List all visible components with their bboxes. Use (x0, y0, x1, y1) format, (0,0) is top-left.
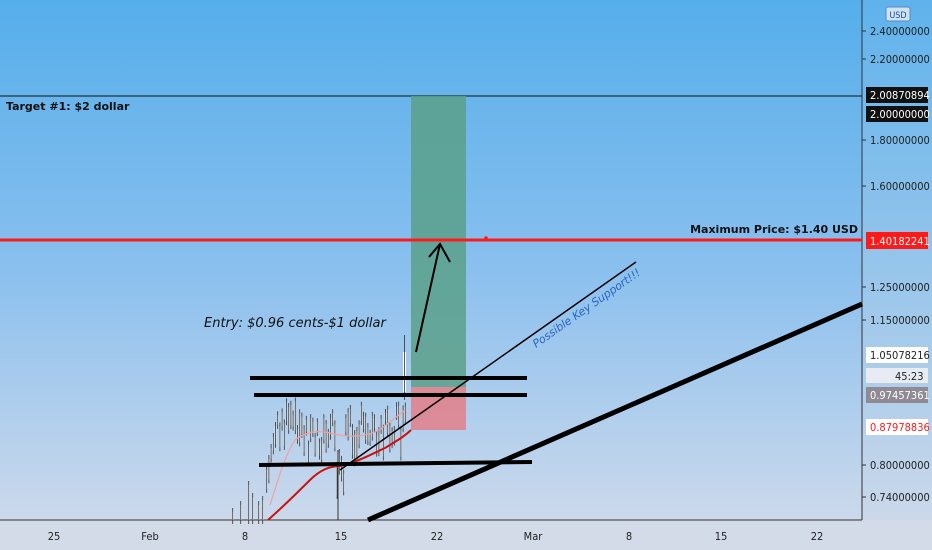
x-tick-label: Mar (524, 530, 544, 543)
y-tick-label: 2.20000000 (870, 53, 930, 66)
price-label-max: 1.40182241 (870, 235, 930, 248)
price-label-entry: 0.97457361 (870, 389, 930, 402)
candles-group (232, 335, 406, 524)
price-label-box (866, 106, 928, 122)
countdown-readout: 45:23 (895, 370, 924, 383)
x-tick-label: Feb (141, 530, 158, 543)
currency-badge-label: USD (889, 11, 906, 21)
max-price-dot (484, 236, 488, 240)
price-label-box (866, 419, 928, 435)
price-label-box (866, 87, 928, 103)
price-axis[interactable] (862, 0, 932, 520)
y-tick-label: 2.40000000 (870, 25, 930, 38)
target-arrow-head (428, 242, 451, 263)
support-line (258, 460, 533, 467)
price-labels: 2.00870894 2.00000000 1.40182241 1.05078… (866, 87, 930, 435)
price-label-box (866, 387, 928, 403)
moving-average-fast-line (269, 409, 406, 506)
y-tick-label: 1.25000000 (870, 281, 930, 294)
x-tick-labels: 25 Feb 8 15 22 Mar 8 15 22 (48, 530, 824, 543)
x-tick-label: 25 (48, 530, 61, 543)
x-tick-label: 8 (626, 530, 632, 543)
target-annotation: Target #1: $2 dollar (6, 100, 130, 113)
x-tick-label: 22 (431, 530, 444, 543)
entry-annotation: Entry: $0.96 cents-$1 dollar (204, 316, 387, 331)
y-tick-labels: 2.40000000 2.20000000 1.80000000 1.60000… (862, 25, 930, 504)
x-tick-label: 15 (715, 530, 728, 543)
price-label-stop: 0.87978836 (870, 421, 930, 434)
x-tick-label: 8 (242, 530, 248, 543)
y-tick-label: 1.60000000 (870, 180, 930, 193)
max-price-annotation: Maximum Price: $1.40 USD (690, 223, 858, 236)
price-label-current: 1.05078216 (870, 349, 930, 362)
key-support-trendline (339, 261, 637, 471)
x-tick-label: 22 (811, 530, 824, 543)
y-tick-label: 0.80000000 (870, 459, 930, 472)
x-tick-label: 15 (335, 530, 348, 543)
time-axis[interactable] (0, 520, 932, 550)
y-tick-label: 1.15000000 (870, 314, 930, 327)
price-label-target: 2.00870894 (870, 89, 930, 102)
price-label-two: 2.00000000 (870, 108, 930, 121)
long-term-trendline (366, 301, 864, 523)
target-arrow-shaft (415, 243, 441, 353)
y-tick-label: 0.74000000 (870, 491, 930, 504)
countdown-box (866, 368, 928, 383)
currency-badge[interactable] (885, 6, 911, 22)
y-tick-label: 1.80000000 (870, 134, 930, 147)
price-label-box (866, 347, 928, 363)
price-label-box (866, 232, 928, 249)
